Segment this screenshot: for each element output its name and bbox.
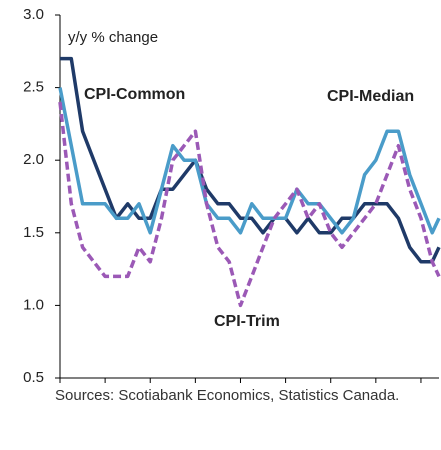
chart: y/y % change 0.5 1.0 1.5 2.0 2.5 3.0 09 10 11 12 1…	[23, 6, 441, 385]
x-tick-label: 11	[142, 383, 158, 385]
series-label: CPI-Common	[84, 86, 185, 103]
annotation: y/y % change	[68, 29, 158, 46]
y-tick-label: 1.0	[23, 296, 44, 313]
y-tick-label: 1.5	[23, 224, 44, 241]
x-tick-label: 09	[52, 383, 69, 385]
source-note: Sources: Scotiabank Economics, Statistic…	[55, 387, 400, 404]
x-tick-label: 14	[277, 383, 294, 385]
x-tick-label: 10	[97, 383, 114, 385]
y-tick-label: 2.5	[23, 79, 44, 96]
x-tick-label: 16	[367, 383, 384, 385]
x-tick-label: 15	[322, 383, 339, 385]
series-line	[58, 87, 441, 235]
series-line	[60, 56, 441, 264]
x-tick-label: 12	[187, 383, 204, 385]
series-label: CPI-Median	[327, 88, 414, 105]
y-tick-label: 2.0	[23, 151, 44, 168]
y-tick-label: 0.5	[23, 369, 44, 385]
y-tick-label: 3.0	[23, 6, 44, 23]
series-label: CPI-Trim	[214, 313, 280, 330]
x-tick-label: 17	[413, 383, 430, 385]
x-tick-label: 13	[232, 383, 249, 385]
